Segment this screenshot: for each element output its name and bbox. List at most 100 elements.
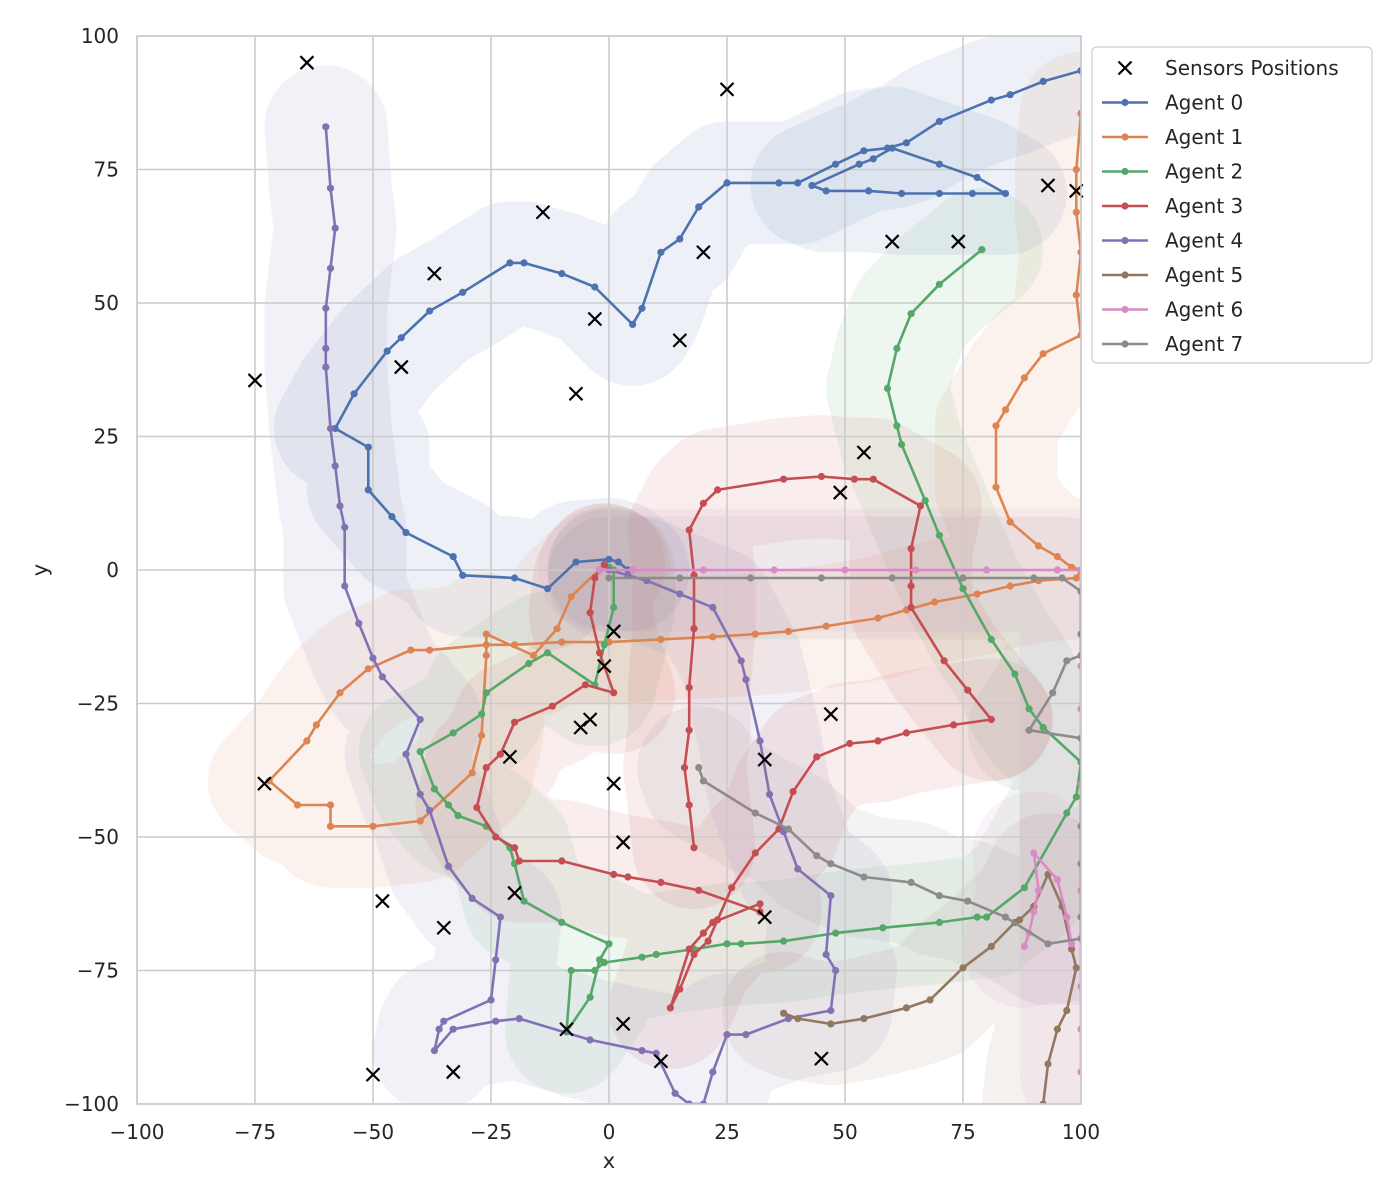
trajectory-point (935, 189, 944, 198)
trajectory-point (959, 585, 967, 593)
trajectory-point (369, 654, 377, 662)
trajectory-point (784, 627, 793, 636)
sensor-marker (884, 234, 900, 249)
trajectory-point (964, 686, 972, 694)
trajectory-point (364, 443, 372, 451)
trajectory-point (723, 940, 731, 948)
trajectory-point (1011, 670, 1019, 678)
trajectory-point (586, 993, 594, 1001)
trajectory-line (1023, 851, 1073, 947)
trajectory-point (784, 825, 793, 833)
legend-label: Agent 0 (1165, 91, 1243, 115)
trajectory-point (596, 956, 604, 964)
trajectory-point (916, 502, 925, 510)
legend-item: Agent 3 (1102, 194, 1243, 218)
series-agent-7 (605, 574, 1081, 948)
trajectory-point (883, 384, 892, 392)
trajectory-point (416, 715, 424, 724)
series-agent-2 (416, 246, 1081, 1036)
sensor-marker (394, 359, 409, 375)
x-tick-label: −25 (470, 1120, 512, 1144)
trajectory-point (695, 203, 703, 211)
trajectory-point (591, 574, 599, 582)
trajectory-point (685, 945, 693, 953)
series-agent-1 (265, 109, 1081, 830)
trajectory-point (657, 635, 665, 644)
trajectory-point (1039, 1100, 1047, 1104)
trajectory-point (326, 184, 335, 192)
trajectory-point (322, 344, 330, 352)
trajectory-point (473, 804, 481, 812)
sensor-marker (606, 624, 621, 639)
trajectory-point (926, 996, 934, 1004)
sensor-marker (757, 909, 773, 925)
trajectory-point (657, 878, 665, 887)
trajectory-point (907, 545, 915, 553)
trajectory-point (426, 307, 434, 315)
trajectory-point (907, 878, 915, 887)
trajectory-point (515, 857, 523, 865)
trajectory-point (987, 942, 995, 951)
sensor-marker (559, 1021, 574, 1037)
trajectory-point (827, 860, 835, 868)
legend-item: Agent 6 (1102, 298, 1243, 322)
trajectory-point (492, 956, 500, 964)
trajectory-point (605, 574, 613, 582)
sensor-marker (833, 485, 848, 500)
trajectory-point (685, 526, 693, 534)
trajectory-point (737, 940, 745, 948)
trajectory-point (600, 561, 608, 569)
trajectory-point (1006, 91, 1014, 99)
trajectory-point (742, 1031, 750, 1039)
legend-label: Agent 6 (1165, 298, 1243, 322)
sensor-marker (696, 244, 711, 260)
trajectory-point (449, 1025, 457, 1033)
sensor-marker (582, 712, 598, 727)
x-tick-labels: −100 −75 −50 −25 0 25 50 75 100 (110, 1120, 1101, 1144)
trajectory-point (775, 179, 783, 187)
trajectory-point (846, 739, 854, 748)
trajectory-point (510, 574, 519, 582)
trajectory-point (1072, 574, 1080, 582)
sensor-marker (856, 445, 872, 460)
trajectory-point (695, 764, 703, 772)
x-axis-label: x (603, 1149, 615, 1173)
sensor-marker (568, 386, 584, 402)
sensor-marker (615, 1016, 631, 1032)
trajectory-point (638, 304, 646, 312)
trajectory-point (935, 280, 944, 288)
trajectory-point (468, 769, 476, 777)
trajectory-point (326, 801, 335, 809)
y-tick-labels: 100 75 50 25 0 −25 −50 −75 −100 (64, 24, 119, 1116)
trajectory-point (548, 702, 557, 710)
legend-item: Agent 2 (1102, 160, 1243, 184)
trajectory-point (293, 801, 302, 809)
trajectory-point (709, 603, 717, 612)
trajectory-point (964, 897, 972, 905)
trajectory-point (794, 865, 802, 873)
trajectory-point (586, 1036, 594, 1044)
trajectory-point (751, 849, 759, 857)
trajectory-point (614, 558, 623, 566)
trajectory-point (671, 1089, 679, 1097)
trajectory-point (657, 248, 665, 256)
trajectory-point (629, 320, 637, 328)
trajectory-point (855, 160, 863, 168)
trajectory-point (1030, 849, 1038, 857)
trajectory-point (940, 657, 948, 665)
trajectory-point (1072, 291, 1080, 299)
trajectory-point (704, 937, 712, 945)
trajectory-point (478, 731, 486, 740)
x-tick-label: 100 (1062, 1120, 1100, 1144)
trajectory-point (907, 582, 915, 590)
trajectory-point (907, 310, 915, 318)
trajectory-point (676, 590, 684, 598)
trajectory-point (832, 160, 840, 168)
legend-item: Agent 4 (1102, 229, 1243, 253)
trajectory-point (935, 531, 944, 539)
trajectory-point (1016, 916, 1024, 924)
trajectory-point (992, 483, 1000, 491)
trajectory-point (874, 737, 882, 745)
trajectory-point (454, 812, 462, 820)
trajectory-point (1072, 165, 1080, 174)
